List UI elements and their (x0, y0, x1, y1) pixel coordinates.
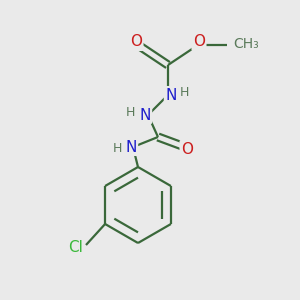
Text: H: H (179, 86, 189, 100)
Text: N: N (139, 107, 151, 122)
Text: N: N (125, 140, 137, 154)
Text: O: O (193, 34, 205, 50)
Text: O: O (130, 34, 142, 50)
Text: Cl: Cl (69, 241, 83, 256)
Text: H: H (125, 106, 135, 119)
Text: O: O (181, 142, 193, 157)
Text: N: N (165, 88, 177, 103)
Text: H: H (112, 142, 122, 154)
Text: CH₃: CH₃ (233, 37, 259, 51)
